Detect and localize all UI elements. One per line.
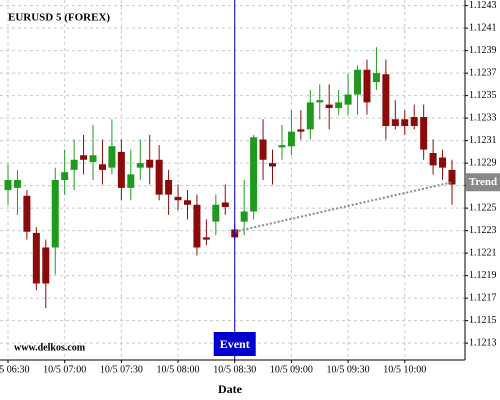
y-tick-label: 1.1215 [469,315,497,326]
candle-body [344,94,352,105]
candle-body [212,204,220,222]
candle-body [193,204,201,248]
candle-body [32,232,40,284]
candle-body [391,119,399,126]
y-tick-label: 1.1225 [469,202,497,213]
candle-body [70,159,78,170]
candle-body [23,195,31,232]
x-tick-label: 10/5 06:30 [0,364,30,375]
x-tick-label: 10/5 08:30 [213,364,256,375]
x-tick-label: 10/5 07:00 [43,364,86,375]
candle-body [420,117,428,150]
candle-body [316,100,324,103]
y-tick-label: 1.1239 [469,45,497,56]
candle-body [325,104,333,108]
candle-body [354,69,362,95]
candle-body [127,174,135,188]
y-tick-label: 1.1235 [469,90,497,101]
candle-body [429,153,437,166]
candle-body [382,74,390,126]
candle-body [13,180,21,188]
y-tick-label: 1.1221 [469,247,497,258]
y-tick-label: 1.1229 [469,157,497,168]
event-label: Event [220,337,250,351]
candle-body [221,202,229,207]
candle-body [240,211,248,222]
y-tick-label: 1.1213 [469,337,497,348]
candle-body [89,155,97,162]
candle-body [108,146,116,168]
y-tick-label: 1.1223 [469,225,497,236]
y-tick-label: 1.1241 [469,22,497,33]
y-tick-label: 1.1231 [469,135,497,146]
candle-body [306,102,314,130]
candle-body [98,164,106,170]
candle-body [61,172,69,180]
x-tick-label: 10/5 08:00 [157,364,200,375]
candle-body [363,69,371,103]
y-tick-label: 1.1237 [469,67,497,78]
candle-body [42,247,50,284]
candle-body [117,151,125,188]
x-axis-title: Date [218,382,243,396]
x-tick-label: 10/5 09:30 [327,364,370,375]
candles [4,47,456,309]
candle-body [401,119,409,126]
candle-body [155,159,163,195]
event-box [213,332,256,356]
candle-body [269,163,277,167]
y-tick-label: 1.1219 [469,270,497,281]
y-tick-label: 1.1233 [469,112,497,123]
candle-body [439,157,447,168]
x-tick-label: 10/5 09:00 [270,364,313,375]
chart-title: EURUSD 5 (FOREX) [8,12,110,24]
trend-line [234,181,453,233]
candle-body [80,155,88,160]
candle-body [335,102,343,108]
candle-body [183,200,191,205]
watermark: www.delkos.com [14,342,86,353]
candle-body [287,131,295,147]
candle-body [410,117,418,126]
x-tick-label: 10/5 10:00 [383,364,426,375]
annotations: Event [213,0,453,360]
y-tick-label: 1.1243 [469,0,497,11]
candle-body [174,196,182,201]
candle-body [372,73,380,83]
trend-tag [466,173,500,192]
candle-body [146,159,154,168]
y-tick-label: 1.1217 [469,292,497,303]
candle-body [259,139,267,160]
candle-body [250,137,258,212]
candle-body [448,169,456,185]
candle-body [4,180,12,191]
candle-body [136,163,144,168]
candle-body [51,180,59,248]
trend-label: Trend [469,176,497,188]
candle-body [278,145,286,148]
candle-body [202,237,210,240]
candle-body [297,129,305,132]
x-tick-label: 10/5 07:30 [100,364,143,375]
candle-body [165,180,173,195]
